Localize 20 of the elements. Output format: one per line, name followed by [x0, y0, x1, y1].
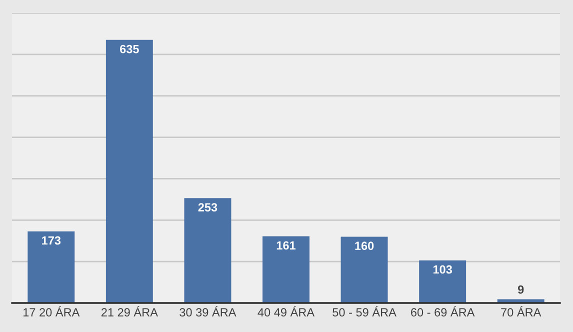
x-tick-label: 21 29 ÁRA [101, 306, 158, 317]
data-label: 173 [42, 236, 61, 245]
x-tick-label: 17 20 ÁRA [23, 306, 80, 317]
x-tick-label: 30 39 ÁRA [180, 306, 236, 317]
bar [340, 236, 388, 303]
data-label: 253 [198, 203, 218, 212]
data-label: 160 [355, 242, 374, 250]
data-label: 9 [518, 285, 524, 294]
bar [106, 40, 153, 303]
x-tick-label: 60 - 69 ÁRA [411, 306, 475, 317]
x-tick-label: 70 ÁRA [501, 306, 542, 317]
bar [262, 236, 310, 303]
x-tick-label: 40 49 ÁRA [258, 306, 315, 317]
x-tick-label: 50 - 59 ÁRA [332, 306, 396, 317]
data-label: 161 [276, 241, 296, 250]
bar [184, 198, 232, 303]
data-label: 103 [433, 265, 452, 274]
bar [419, 260, 466, 303]
data-label: 635 [120, 44, 139, 54]
bar [28, 231, 75, 303]
